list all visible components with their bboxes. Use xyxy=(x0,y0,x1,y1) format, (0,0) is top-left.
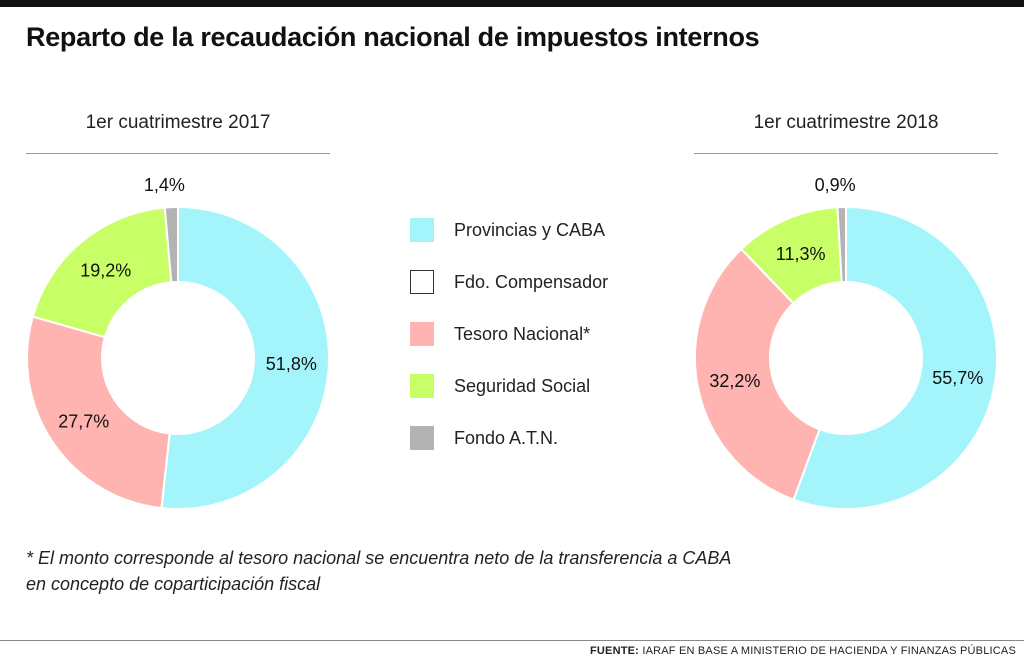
data-label-2017-2: 27,7% xyxy=(58,411,109,431)
data-label-2017-4: 1,4% xyxy=(144,175,185,195)
slice-2017-fondo-a-t-n xyxy=(163,205,179,284)
data-label-2018-4: 0,9% xyxy=(815,175,856,195)
legend: Provincias y CABA Fdo. Compensador Tesor… xyxy=(410,204,608,464)
period-rule-2017 xyxy=(26,153,330,154)
legend-item-tesoro: Tesoro Nacional* xyxy=(410,308,608,360)
period-label-2018: 1er cuatrimestre 2018 xyxy=(753,112,939,133)
data-label-2017-0: 51,8% xyxy=(266,354,317,374)
data-label-2017-3: 19,2% xyxy=(80,260,131,280)
slice-2018-fondo-a-t-n xyxy=(836,205,847,284)
data-label-2018-0: 55,7% xyxy=(932,368,983,388)
legend-item-seguridad-social: Seguridad Social xyxy=(410,360,608,412)
legend-label-fondo-atn: Fondo A.T.N. xyxy=(454,427,559,448)
legend-swatch-fondo-atn xyxy=(410,426,434,450)
footnote-line-2: en concepto de coparticipación fiscal xyxy=(26,574,321,594)
legend-item-provincias: Provincias y CABA xyxy=(410,204,608,256)
legend-label-fdo-compensador: Fdo. Compensador xyxy=(454,271,609,292)
slice-2018-provincias-y-caba xyxy=(792,205,998,510)
top-bar xyxy=(0,0,1024,7)
legend-swatch-fdo-compensador xyxy=(410,270,434,294)
slice-2017-tesoro-nacional xyxy=(26,315,171,510)
legend-swatch-provincias xyxy=(410,218,434,242)
source-credit: FUENTE: IARAF EN BASE A MINISTERIO DE HA… xyxy=(590,645,1016,657)
footnote: * El monto corresponde al tesoro naciona… xyxy=(26,545,926,597)
slice-2017-seguridad-social xyxy=(31,206,173,339)
chart-title: Reparto de la recaudación nacional de im… xyxy=(26,22,760,52)
period-rule-2018 xyxy=(694,153,998,154)
legend-label-provincias: Provincias y CABA xyxy=(454,219,606,240)
bottom-rule xyxy=(0,640,1024,641)
period-label-2017: 1er cuatrimestre 2017 xyxy=(85,112,271,133)
legend-item-fdo-compensador: Fdo. Compensador xyxy=(410,256,608,308)
legend-swatch-tesoro xyxy=(410,322,434,346)
legend-item-fondo-atn: Fondo A.T.N. xyxy=(410,412,608,464)
source-label: FUENTE: xyxy=(589,645,640,657)
slice-2018-tesoro-nacional xyxy=(694,247,821,501)
slice-2017-provincias-y-caba xyxy=(160,205,330,510)
legend-swatch-seguridad-social xyxy=(410,374,434,398)
data-label-2018-3: 11,3% xyxy=(776,244,826,264)
legend-label-tesoro: Tesoro Nacional* xyxy=(454,323,591,344)
data-label-2018-2: 32,2% xyxy=(709,371,760,391)
footnote-line-1: * El monto corresponde al tesoro naciona… xyxy=(26,548,732,568)
legend-label-seguridad-social: Seguridad Social xyxy=(454,375,591,396)
source-text: IARAF EN BASE A MINISTERIO DE HACIENDA Y… xyxy=(642,645,1016,657)
